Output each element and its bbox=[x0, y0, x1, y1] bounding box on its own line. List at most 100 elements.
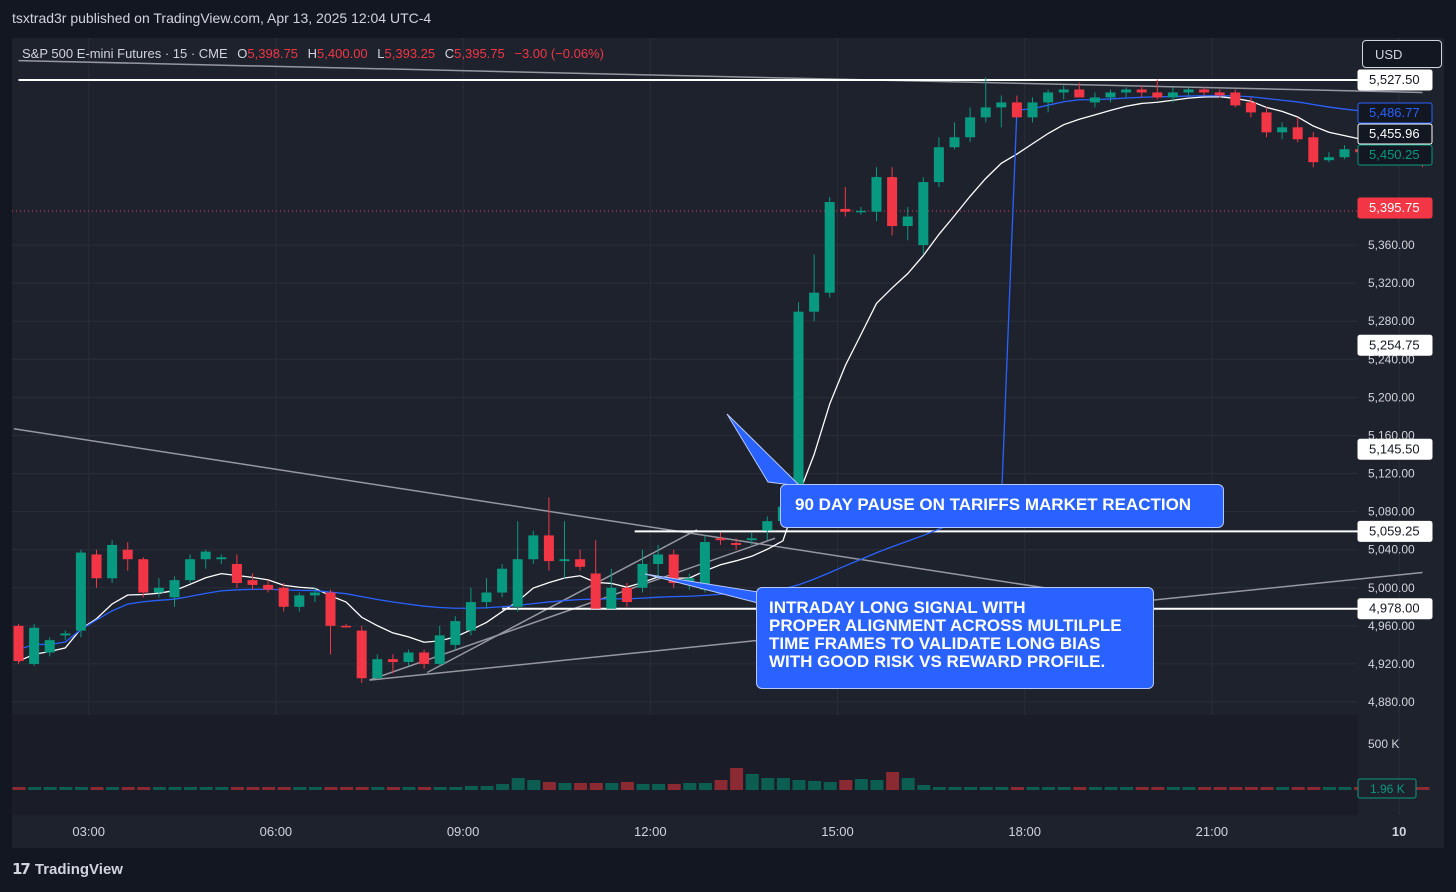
volume-bar-47 bbox=[745, 774, 759, 790]
candle-35 bbox=[559, 521, 570, 579]
candle-body-30 bbox=[481, 592, 492, 603]
candle-63 bbox=[996, 95, 1007, 128]
volume-bar-33 bbox=[527, 780, 541, 790]
candle-17 bbox=[278, 583, 289, 612]
volume-current-tag-bg bbox=[1357, 778, 1417, 799]
volume-bar-28 bbox=[449, 787, 463, 790]
candle-body-39 bbox=[621, 587, 632, 603]
volume-bar-22 bbox=[355, 787, 369, 790]
volume-bar-49 bbox=[776, 778, 790, 790]
candle-body-46 bbox=[731, 543, 742, 545]
horizontal-levels bbox=[12, 79, 1358, 610]
candlesticks bbox=[13, 77, 1428, 683]
candle-79 bbox=[1245, 97, 1256, 118]
candle-5 bbox=[91, 549, 102, 588]
legend-c-value: 5,395.75 bbox=[454, 46, 505, 61]
candle-11 bbox=[185, 554, 196, 584]
candle-body-32 bbox=[512, 559, 523, 607]
candle-body-56 bbox=[887, 177, 898, 227]
volume-bar-79 bbox=[1244, 787, 1258, 790]
volume-bar-62 bbox=[979, 787, 993, 790]
legend-l-value: 5,393.25 bbox=[385, 46, 436, 61]
candle-61 bbox=[965, 107, 976, 143]
candle-body-0 bbox=[13, 625, 24, 662]
time-tick-4: 15:00 bbox=[821, 824, 854, 839]
candle-3 bbox=[60, 630, 71, 641]
candle-18 bbox=[294, 592, 305, 612]
volume-bar-5 bbox=[90, 787, 104, 790]
volume-bar-52 bbox=[823, 782, 837, 790]
time-tick-5: 18:00 bbox=[1008, 824, 1041, 839]
price-tags: 5,527.50 5,486.77 5,455.96 5,450.25 5,395.75… bbox=[1357, 69, 1433, 620]
price-tick-8: 5,200.00 bbox=[1368, 390, 1415, 404]
candle-68 bbox=[1074, 82, 1085, 98]
candle-body-21 bbox=[341, 625, 352, 628]
candle-45 bbox=[715, 532, 726, 545]
volume-bar-38 bbox=[605, 783, 619, 790]
candle-body-28 bbox=[450, 621, 461, 645]
volume-bar-48 bbox=[761, 778, 775, 790]
candle-body-57 bbox=[902, 216, 913, 227]
candle-24 bbox=[387, 654, 398, 674]
candle-body-36 bbox=[575, 559, 586, 567]
tariff-annotation[interactable]: 90 DAY PAUSE ON TARIFFS MARKET REACTION bbox=[780, 484, 1224, 528]
candle-body-74 bbox=[1167, 92, 1178, 98]
volume-bar-81 bbox=[1276, 787, 1290, 790]
volume-bar-23 bbox=[371, 787, 385, 790]
candle-10 bbox=[169, 576, 180, 607]
candle-body-60 bbox=[949, 137, 960, 148]
candle-29 bbox=[465, 587, 476, 636]
legend-o-label: O bbox=[237, 46, 247, 61]
volume-bar-40 bbox=[636, 784, 650, 790]
volume-bar-9 bbox=[152, 787, 166, 790]
candle-66 bbox=[1043, 89, 1054, 113]
candle-body-13 bbox=[216, 557, 227, 560]
volume-bar-72 bbox=[1135, 787, 1149, 790]
candle-body-79 bbox=[1245, 102, 1256, 113]
tariff-pointer bbox=[726, 413, 802, 487]
candle-19 bbox=[309, 587, 320, 603]
price-tag-1: 5,486.77 bbox=[1357, 102, 1433, 124]
volume-bar-10 bbox=[168, 787, 182, 790]
candle-body-45 bbox=[715, 538, 726, 541]
legend-c-label: C bbox=[445, 46, 454, 61]
price-tag-bg-6 bbox=[1357, 438, 1433, 460]
volume-bar-36 bbox=[574, 783, 588, 790]
volume-bar-64 bbox=[1010, 787, 1024, 790]
legend-change: −3.00 (−0.06%) bbox=[514, 46, 604, 61]
currency-button[interactable]: USD bbox=[1362, 40, 1442, 68]
candle-body-81 bbox=[1277, 127, 1288, 133]
chart-frame bbox=[12, 38, 1444, 848]
tradingview-logo-text: TradingView bbox=[34, 861, 123, 878]
candle-body-52 bbox=[824, 202, 835, 293]
candle-71 bbox=[1121, 87, 1132, 98]
candle-body-76 bbox=[1199, 89, 1210, 93]
volume-bar-0 bbox=[12, 787, 26, 790]
signal-annotation[interactable]: INTRADAY LONG SIGNAL WITH PROPER ALIGNME… bbox=[756, 587, 1154, 689]
candle-62 bbox=[980, 77, 991, 123]
price-tick-0: 4,880.00 bbox=[1368, 695, 1415, 709]
volume-bar-37 bbox=[589, 783, 603, 790]
price-tag-label-0: 5,527.50 bbox=[1369, 72, 1420, 87]
candle-body-64 bbox=[1011, 102, 1022, 118]
volume-bar-53 bbox=[839, 780, 853, 790]
time-tick-2: 09:00 bbox=[447, 824, 480, 839]
candle-60 bbox=[949, 122, 960, 150]
volume-bar-76 bbox=[1198, 787, 1212, 790]
price-tick-5: 5,080.00 bbox=[1368, 505, 1415, 519]
volume-bar-51 bbox=[808, 781, 822, 790]
volume-bar-41 bbox=[652, 784, 666, 790]
candle-body-5 bbox=[91, 554, 102, 579]
candle-41 bbox=[653, 544, 664, 579]
candle-28 bbox=[450, 616, 461, 650]
tradingview-logo[interactable]: 17 TradingView bbox=[12, 860, 123, 878]
candle-73 bbox=[1152, 79, 1163, 100]
price-tick-4: 5,040.00 bbox=[1368, 543, 1415, 557]
volume-bar-70 bbox=[1104, 787, 1118, 790]
volume-bar-59 bbox=[932, 787, 946, 790]
candle-body-59 bbox=[933, 147, 944, 183]
price-tag-label-2: 5,455.96 bbox=[1369, 126, 1420, 141]
volume-bar-15 bbox=[246, 787, 260, 790]
candle-body-18 bbox=[294, 595, 305, 607]
